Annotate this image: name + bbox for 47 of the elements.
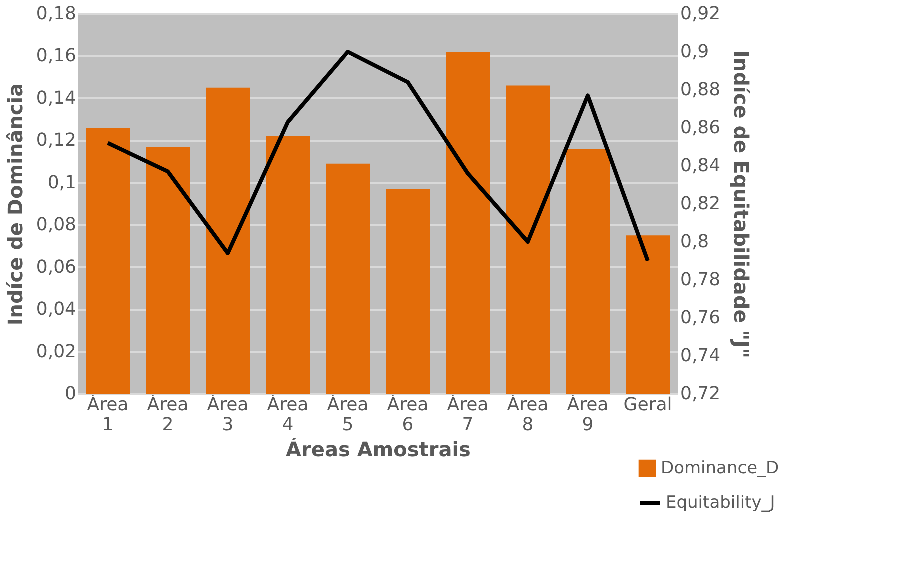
y2-tick-label: 0,92 <box>680 4 721 24</box>
x-tick-label: Área 6 <box>387 394 429 436</box>
legend-label: Dominance_D <box>661 458 780 478</box>
x-tick-label: Área 8 <box>507 394 549 436</box>
x-tick-label: Geral <box>624 394 672 416</box>
y-tick-label: 0,08 <box>36 214 76 236</box>
y-tick-label: 0,14 <box>36 88 76 109</box>
y2-axis-title: Indíce de Equitabilidade "J" <box>730 50 754 359</box>
x-tick-label: Área 1 <box>87 394 129 436</box>
y-tick-label: 0,06 <box>36 256 76 278</box>
bar <box>266 136 310 394</box>
bar <box>566 149 610 394</box>
y-tick-label: 0,18 <box>36 4 76 24</box>
bar <box>326 164 370 394</box>
bar <box>506 86 550 394</box>
bar <box>146 147 190 394</box>
y-tick-label: 0,02 <box>36 341 76 362</box>
y-tick-label: 0,1 <box>48 172 76 194</box>
y-tick-label: 0,04 <box>36 299 76 320</box>
bar <box>86 128 130 394</box>
y2-tick-label: 0,86 <box>680 118 721 138</box>
y2-tick-label: 0,88 <box>680 80 721 100</box>
x-tick-label: Área 2 <box>147 394 189 436</box>
y-tick-label: 0,16 <box>36 46 76 67</box>
y2-tick-label: 0,84 <box>680 156 721 176</box>
y2-tick-label: 0,9 <box>680 42 710 62</box>
y-axis-title: Indíce de Dominância <box>3 83 28 326</box>
y2-tick-label: 0,74 <box>680 346 721 366</box>
bar <box>386 189 430 394</box>
x-tick-label: Área 9 <box>567 394 609 436</box>
line-series <box>106 50 650 263</box>
y-tick-label: 0 <box>65 384 76 404</box>
x-tick-label: Área 7 <box>447 394 489 436</box>
y2-tick-label: 0,72 <box>680 384 721 404</box>
y2-tick-label: 0,78 <box>680 270 721 290</box>
bar <box>206 88 250 394</box>
bar <box>446 52 490 394</box>
y-tick-label: 0,12 <box>36 130 76 152</box>
x-axis-title: Áreas Amostrais <box>286 438 471 462</box>
legend-label: Equitability_J <box>666 493 776 513</box>
x-tick-label: Área 5 <box>327 394 369 436</box>
x-tick-label: Área 4 <box>267 394 309 436</box>
y2-tick-label: 0,76 <box>680 308 721 328</box>
x-tick-label: Área 3 <box>207 394 249 436</box>
bar <box>626 236 670 394</box>
y2-tick-label: 0,8 <box>680 232 710 252</box>
y2-tick-label: 0,82 <box>680 194 721 214</box>
